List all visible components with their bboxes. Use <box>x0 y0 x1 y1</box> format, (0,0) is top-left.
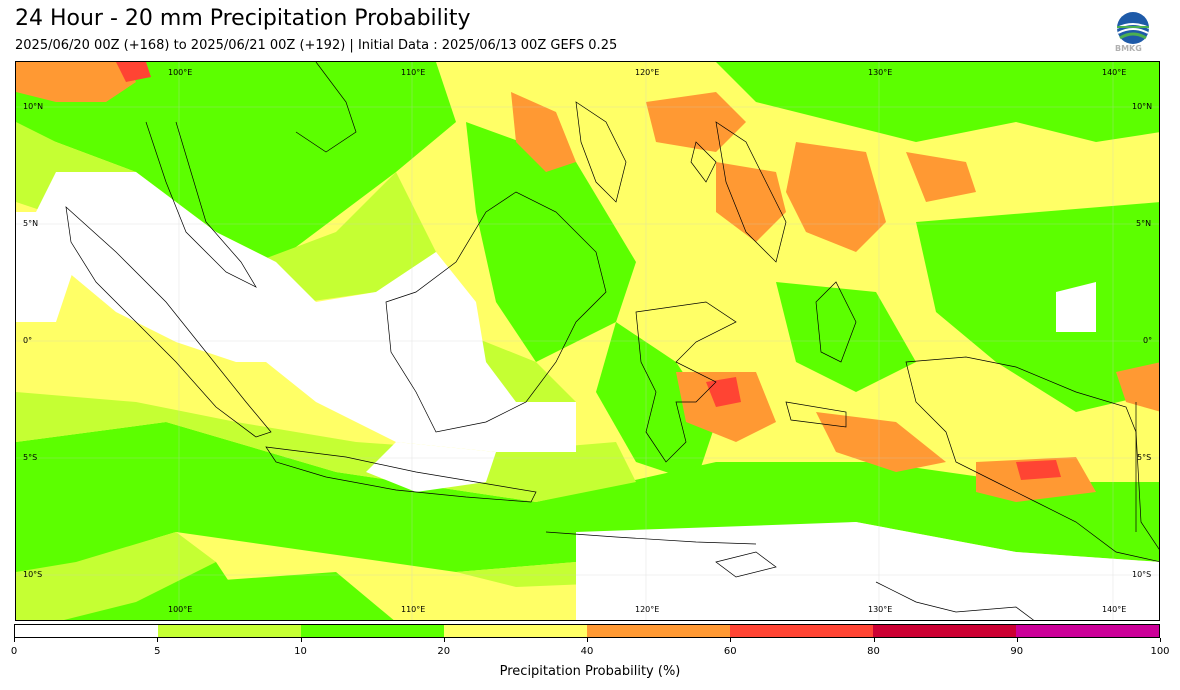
colorbar-tick-label: 80 <box>867 646 880 657</box>
lat-label-left: 0° <box>23 336 33 345</box>
colorbar-tick-mark <box>300 638 302 642</box>
lon-label-top: 130°E <box>868 68 893 77</box>
lat-label-left: 5°N <box>23 219 39 228</box>
lat-label-left: 5°S <box>23 453 38 462</box>
lat-label-right: 0° <box>1143 336 1153 345</box>
colorbar-segment <box>1016 625 1159 637</box>
lon-label-bottom: 120°E <box>635 605 660 614</box>
colorbar-tick-label: 20 <box>437 646 451 657</box>
colorbar-tick-label: 0 <box>10 646 18 657</box>
lon-label-top: 140°E <box>1102 68 1127 77</box>
lon-label-bottom: 110°E <box>401 605 426 614</box>
bmkg-logo-icon <box>1116 12 1150 44</box>
colorbar-segment <box>15 625 158 637</box>
colorbar-tick-mark <box>157 638 159 642</box>
colorbar-tick-label: 10 <box>294 646 307 657</box>
lat-label-left: 10°S <box>23 570 43 579</box>
lon-label-bottom: 100°E <box>168 605 193 614</box>
colorbar-segment <box>873 625 1016 637</box>
colorbar-tick-mark <box>873 638 875 642</box>
colorbar-tick-mark <box>443 638 445 642</box>
lat-label-right: 10°N <box>1132 102 1153 111</box>
precipitation-map: 100°E 110°E 120°E 130°E 140°E 100°E 110°… <box>15 61 1160 621</box>
colorbar-tick-label: 100 <box>1150 646 1170 657</box>
colorbar-tick-mark <box>14 638 15 642</box>
lat-label-right: 5°S <box>1137 453 1152 462</box>
lon-label-bottom: 130°E <box>868 605 893 614</box>
lon-label-top: 110°E <box>401 68 426 77</box>
colorbar-segment <box>587 625 730 637</box>
lon-label-top: 100°E <box>168 68 193 77</box>
colorbar-tick-mark <box>1160 638 1161 642</box>
colorbar-tick-label: 40 <box>580 646 594 657</box>
colorbar-segment <box>158 625 301 637</box>
colorbar-tick-label: 5 <box>154 646 161 657</box>
colorbar-segment <box>444 625 587 637</box>
chart-subtitle: 2025/06/20 00Z (+168) to 2025/06/21 00Z … <box>15 38 618 53</box>
lat-label-left: 10°N <box>23 102 44 111</box>
colorbar-segment <box>730 625 873 637</box>
chart-title: 24 Hour - 20 mm Precipitation Probabilit… <box>15 6 471 31</box>
lat-label-right: 5°N <box>1136 219 1152 228</box>
logo-text: BMKG <box>1115 44 1142 53</box>
probability-field <box>16 62 1159 620</box>
colorbar <box>14 624 1160 638</box>
colorbar-tick-mark <box>1016 638 1018 642</box>
lat-label-right: 10°S <box>1132 570 1152 579</box>
colorbar-tick-label: 60 <box>723 646 737 657</box>
lon-label-bottom: 140°E <box>1102 605 1127 614</box>
colorbar-tick-mark <box>587 638 588 642</box>
colorbar-segment <box>301 625 444 637</box>
lon-label-top: 120°E <box>635 68 660 77</box>
colorbar-tick-label: 90 <box>1010 646 1024 657</box>
colorbar-label: Precipitation Probability (%) <box>499 664 681 679</box>
colorbar-tick-mark <box>730 638 732 642</box>
